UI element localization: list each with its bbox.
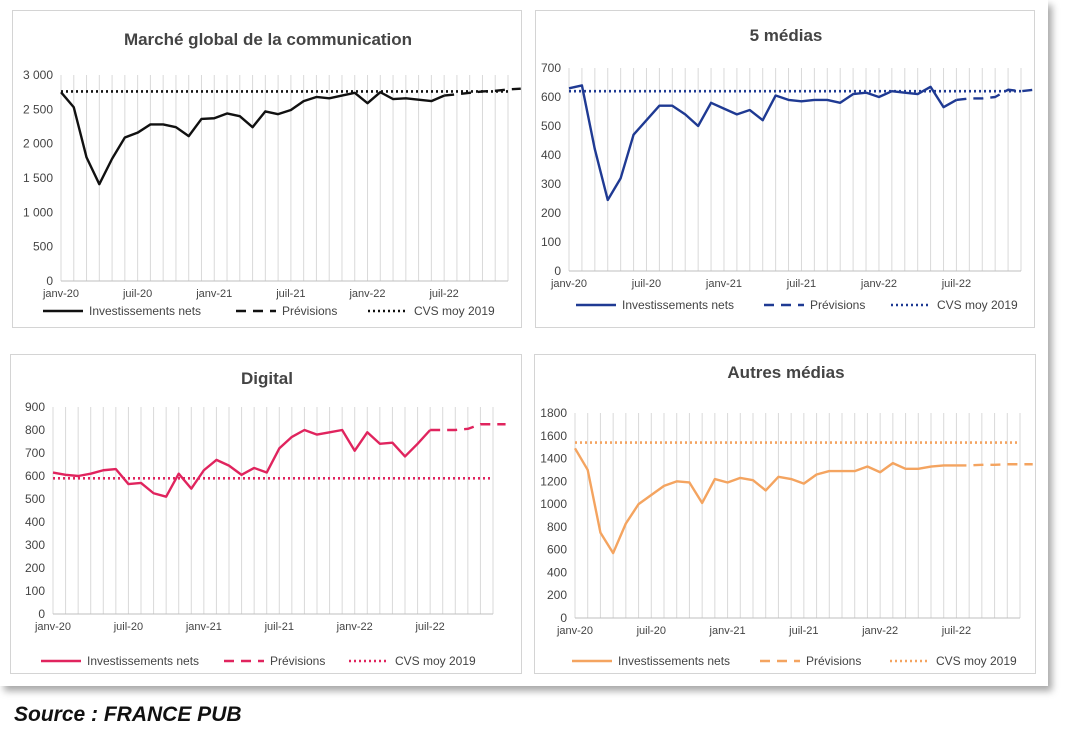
legend-label: Prévisions (270, 654, 325, 668)
y-tick-label: 1000 (540, 497, 567, 511)
x-tick-label: juil-21 (786, 278, 816, 290)
y-tick-label: 1200 (540, 474, 567, 488)
x-tick-label: juil-20 (113, 621, 143, 633)
x-tick-label: janv-20 (556, 625, 593, 637)
source-caption: Source : FRANCE PUB (14, 703, 242, 726)
legend-label: Prévisions (806, 654, 861, 668)
x-tick-label: janv-22 (336, 621, 373, 633)
y-tick-label: 400 (541, 148, 561, 162)
y-tick-label: 100 (25, 584, 45, 598)
y-tick-label: 1800 (540, 406, 567, 420)
y-tick-label: 2 000 (23, 137, 53, 151)
y-tick-label: 300 (25, 538, 45, 552)
y-tick-label: 800 (547, 520, 567, 534)
x-tick-label: janv-22 (860, 278, 897, 290)
y-tick-label: 0 (560, 611, 567, 625)
x-tick-label: juil-22 (428, 288, 458, 300)
chart-title: 5 médias (750, 26, 823, 45)
x-tick-label: janv-20 (42, 288, 79, 300)
y-tick-label: 700 (25, 446, 45, 460)
y-tick-label: 0 (38, 607, 45, 621)
x-tick-label: janv-22 (861, 625, 898, 637)
legend-label: CVS moy 2019 (936, 654, 1017, 668)
y-tick-label: 500 (33, 240, 53, 254)
x-tick-label: juil-20 (631, 278, 661, 290)
y-tick-label: 600 (25, 469, 45, 483)
y-tick-label: 100 (541, 235, 561, 249)
y-tick-label: 400 (25, 515, 45, 529)
chart-panel-5-medias: 5 médias 0 100 200 300 400 500 600 700 janv-20 jui… (535, 10, 1035, 328)
y-tick-label: 1 000 (23, 205, 53, 219)
y-tick-label: 200 (547, 588, 567, 602)
y-tick-label: 0 (554, 264, 561, 278)
chart-svg: Marché global de la communication 0 500 1 0… (23, 30, 521, 318)
y-tick-label: 3 000 (23, 68, 53, 82)
series-line-dashed (430, 423, 506, 432)
series-line-solid (52, 428, 432, 498)
legend-label: Prévisions (282, 304, 337, 318)
x-tick-label: janv-21 (709, 625, 746, 637)
legend-label: CVS moy 2019 (937, 298, 1018, 312)
legend-label: CVS moy 2019 (414, 304, 495, 318)
chart-panel-autres-medias: Autres médias 0 200 400 600 800 1000 1200 1400 16… (534, 354, 1036, 674)
legend-label: Investissements nets (618, 654, 730, 668)
x-tick-label: juil-20 (636, 625, 666, 637)
y-tick-label: 800 (25, 423, 45, 437)
y-tick-label: 1600 (540, 429, 567, 443)
y-tick-label: 700 (541, 61, 561, 75)
chart-title: Marché global de la communication (124, 30, 412, 49)
x-tick-label: janv-20 (550, 278, 587, 290)
y-tick-label: 400 (547, 565, 567, 579)
series-line-solid (573, 447, 957, 555)
y-tick-label: 0 (46, 274, 53, 288)
x-tick-label: juil-21 (264, 621, 294, 633)
x-tick-label: juil-20 (122, 288, 152, 300)
y-tick-label: 1 500 (23, 171, 53, 185)
chart-svg: Autres médias 0 200 400 600 800 1000 1200 1400 16… (540, 363, 1033, 668)
series-line-dashed (956, 88, 1035, 102)
chart-panel-global: Marché global de la communication 0 500 1 0… (12, 10, 522, 328)
legend-label: Investissements nets (87, 654, 199, 668)
chart-svg: 5 médias 0 100 200 300 400 500 600 700 janv-20 jui… (541, 26, 1035, 312)
x-tick-label: janv-21 (195, 288, 232, 300)
legend-label: CVS moy 2019 (395, 654, 476, 668)
y-tick-label: 900 (25, 400, 45, 414)
chart-title: Autres médias (727, 363, 844, 382)
x-tick-label: janv-21 (185, 621, 222, 633)
x-tick-label: juil-22 (941, 625, 971, 637)
x-tick-label: juil-21 (275, 288, 305, 300)
charts-sheet: Marché global de la communication 0 500 1 0… (10, 10, 1036, 674)
x-tick-label: janv-20 (34, 621, 71, 633)
legend-label: Investissements nets (622, 298, 734, 312)
x-tick-label: juil-22 (414, 621, 444, 633)
series-line-dashed (956, 463, 1033, 467)
y-tick-label: 300 (541, 177, 561, 191)
y-tick-label: 200 (541, 206, 561, 220)
chart-panel-digital: Digital 0 100 200 300 400 500 600 700 800 900 janv-… (10, 354, 522, 674)
x-tick-label: janv-22 (348, 288, 385, 300)
y-tick-label: 500 (25, 492, 45, 506)
x-tick-label: juil-21 (788, 625, 818, 637)
x-tick-label: juil-22 (941, 278, 971, 290)
y-tick-label: 600 (547, 543, 567, 557)
y-tick-label: 200 (25, 561, 45, 575)
y-tick-label: 1400 (540, 452, 567, 466)
y-tick-label: 2 500 (23, 102, 53, 116)
chart-title: Digital (241, 369, 293, 388)
x-tick-label: janv-21 (705, 278, 742, 290)
series-line-solid (568, 84, 958, 202)
y-tick-label: 600 (541, 90, 561, 104)
legend-label: Prévisions (810, 298, 865, 312)
y-tick-label: 500 (541, 119, 561, 133)
legend-label: Investissements nets (89, 304, 201, 318)
chart-svg: Digital 0 100 200 300 400 500 600 700 800 900 janv-… (25, 369, 506, 668)
series-line-solid (60, 90, 445, 186)
